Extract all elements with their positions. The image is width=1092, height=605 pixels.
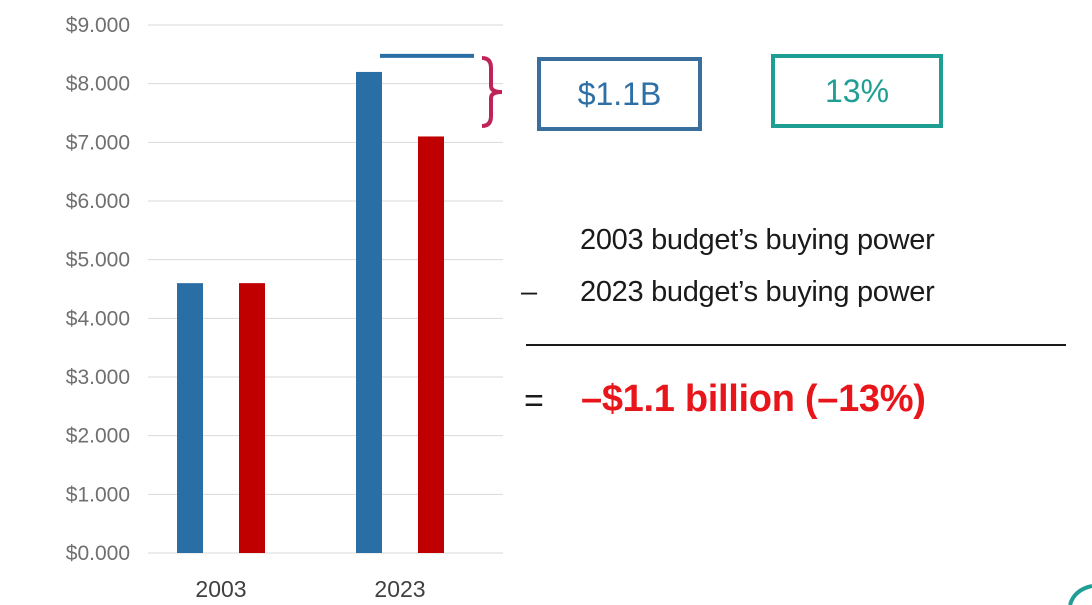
gap-percent-text: 13% xyxy=(824,72,890,109)
y-tick-label: $1.000 xyxy=(66,483,130,506)
y-axis-ticks: $0.000 $1.000 $2.000 $3.000 $4.000 $5.000 $6.0… xyxy=(66,14,130,565)
bar-2003-series-2 xyxy=(239,283,265,553)
y-tick-label: $8.000 xyxy=(66,73,130,96)
bar-2023-series-2 xyxy=(418,136,444,553)
gap-amount-text: $1.1B xyxy=(577,75,662,112)
gap-annotation xyxy=(380,53,503,128)
equation-result: –$1.1 billion (–13%) xyxy=(581,378,926,420)
y-tick-label: $9.000 xyxy=(66,14,130,37)
equation-minus-sign: – xyxy=(521,276,537,308)
equation-line-2: 2023 budget’s buying power xyxy=(580,276,935,308)
y-tick-label: $7.000 xyxy=(66,131,130,154)
gap-percent-callout: 13% xyxy=(771,54,943,128)
bar-2003-series-1 xyxy=(177,283,203,553)
x-tick-label: 2023 xyxy=(374,576,425,602)
x-axis-labels: 2003 2023 xyxy=(195,576,425,602)
y-tick-label: $0.000 xyxy=(66,542,130,565)
y-tick-label: $5.000 xyxy=(66,249,130,272)
equation-line-1: 2003 budget’s buying power xyxy=(580,224,935,256)
gap-bracket xyxy=(481,56,503,128)
bars xyxy=(177,71,444,553)
y-tick-label: $4.000 xyxy=(66,307,130,330)
corner-shape xyxy=(1068,584,1092,605)
gap-amount-callout: $1.1B xyxy=(537,57,702,131)
bar-2023-series-1 xyxy=(356,71,382,553)
x-tick-label: 2003 xyxy=(195,576,246,602)
equation-equals-sign: = xyxy=(524,382,544,420)
equation-divider xyxy=(526,344,1066,346)
y-tick-label: $3.000 xyxy=(66,366,130,389)
gridlines xyxy=(148,24,503,554)
y-tick-label: $2.000 xyxy=(66,425,130,448)
y-tick-label: $6.000 xyxy=(66,190,130,213)
